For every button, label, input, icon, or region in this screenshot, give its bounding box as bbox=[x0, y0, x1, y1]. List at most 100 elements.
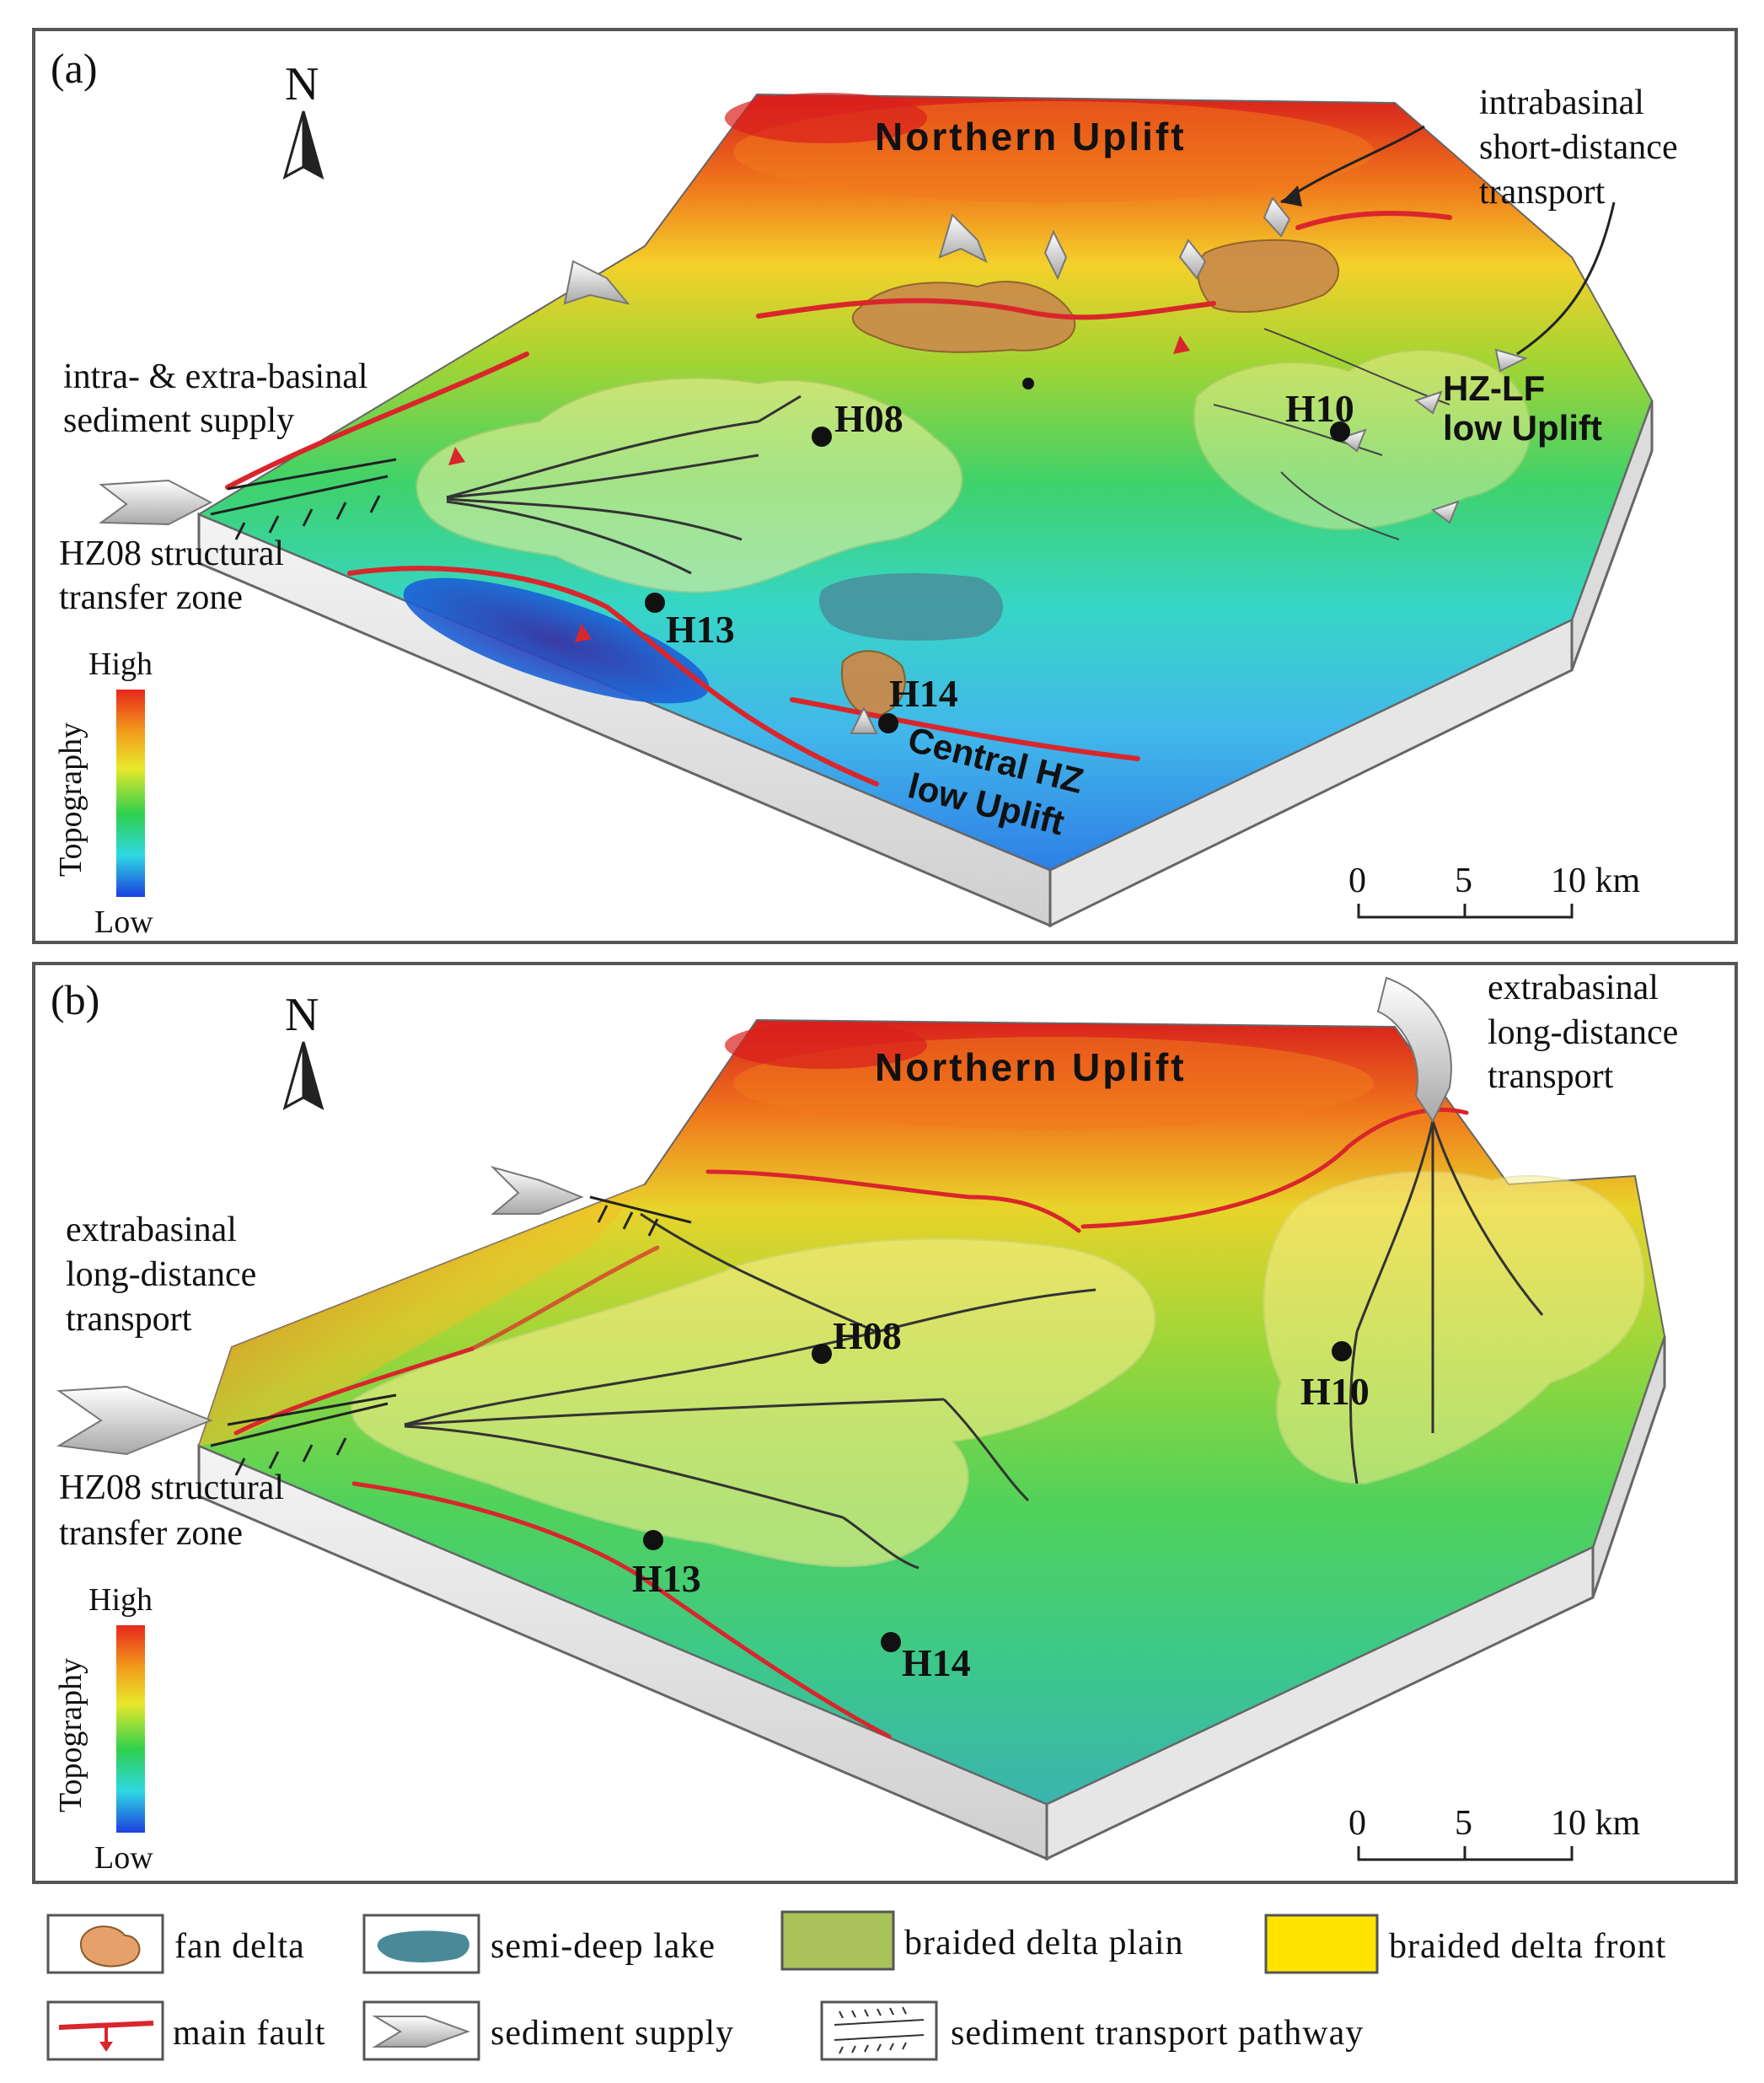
fan-delta-ne-a bbox=[1197, 239, 1340, 313]
west-highland-b bbox=[199, 1184, 645, 1446]
legend-swatch-fan-delta bbox=[79, 1925, 141, 1968]
scale-line-b bbox=[1357, 1846, 1574, 1861]
well-label-h13-b: H13 bbox=[632, 1557, 701, 1600]
ne-note-line3: transport bbox=[1488, 1057, 1614, 1096]
west-note-line1: extrabasinal bbox=[66, 1211, 237, 1249]
scale-0-b: 0 bbox=[1348, 1804, 1366, 1843]
panel-b: H08 H10 H13 H14 (b) N Northern Uplift ex… bbox=[32, 962, 1738, 1884]
topo-title-b: Topography bbox=[53, 1658, 88, 1812]
scale-bar-b: 0 5 10 km bbox=[1348, 1804, 1641, 1861]
transport-pathway-a bbox=[210, 458, 397, 540]
channels-a bbox=[446, 395, 802, 575]
uplift-peak-b bbox=[725, 1022, 927, 1069]
topo-bar-b bbox=[116, 1625, 145, 1833]
well-h13-b bbox=[643, 1530, 663, 1550]
legend: fan delta semi-deep lake braided delta p… bbox=[46, 1910, 1666, 2061]
well-label-h14-b: H14 bbox=[902, 1641, 971, 1684]
leader-lines-a bbox=[1280, 125, 1616, 356]
topography-colorbar-a: High Low Topography bbox=[53, 647, 153, 940]
fan-delta-north-a bbox=[851, 281, 1076, 353]
topo-low-a: Low bbox=[94, 905, 153, 940]
west-note-line2: long-distance bbox=[66, 1255, 256, 1294]
legend-swatch-main-fault-arrow bbox=[99, 2042, 113, 2052]
well-h10-a bbox=[1330, 421, 1350, 442]
well-label-h10-a: H10 bbox=[1285, 387, 1354, 430]
scale-line-a bbox=[1357, 904, 1574, 919]
well-h08-b bbox=[812, 1344, 832, 1364]
transfer-zone-a-line2: transfer zone bbox=[59, 578, 243, 617]
scale-10-a: 10 km bbox=[1551, 862, 1641, 900]
panel-a: H08 H10 H13 H14 (a) N Northern Uplift in… bbox=[32, 28, 1738, 944]
well-label-h13-a: H13 bbox=[666, 608, 735, 651]
legend-label-transport-pathway: sediment transport pathway bbox=[951, 2014, 1364, 2053]
north-letter-b: N bbox=[285, 989, 319, 1041]
legend-label-main-fault: main fault bbox=[173, 2014, 325, 2053]
braided-delta-front-h08-b bbox=[351, 1237, 1156, 1568]
topo-high-a: High bbox=[88, 647, 153, 682]
leader-arrowhead-a bbox=[1281, 185, 1302, 207]
braided-delta-front-h10-b bbox=[1263, 1171, 1646, 1485]
scale-5-a: 5 bbox=[1455, 862, 1472, 900]
north-arrow-a: N bbox=[282, 58, 324, 180]
well-label-h08-b: H08 bbox=[833, 1314, 902, 1357]
transport-pathway-b bbox=[210, 1195, 692, 1476]
intrabasinal-note-line2: short-distance bbox=[1479, 128, 1678, 167]
ne-note-line2: long-distance bbox=[1488, 1013, 1678, 1052]
transfer-zone-a-line1: HZ08 structural bbox=[59, 534, 284, 573]
topo-title-a: Topography bbox=[53, 722, 88, 877]
uplift-peak-a bbox=[725, 93, 927, 143]
main-faults-a bbox=[225, 211, 1452, 786]
panel-a-frame bbox=[32, 28, 1738, 944]
semi-deep-lake-a bbox=[819, 573, 1003, 641]
well-h14-a bbox=[878, 713, 898, 733]
supply-note-line2: sediment supply bbox=[63, 401, 294, 440]
panel-label-b: (b) bbox=[51, 976, 99, 1023]
transfer-zone-b-line2: transfer zone bbox=[59, 1514, 243, 1553]
channels-h10-a bbox=[1213, 328, 1450, 540]
north-arrow-left-b bbox=[282, 1041, 305, 1111]
deep-trough-a bbox=[403, 577, 710, 704]
north-arrow-right-b bbox=[302, 1041, 324, 1111]
legend-label-braided-delta-front: braided delta front bbox=[1389, 1927, 1666, 1966]
ne-note-line1: extrabasinal bbox=[1488, 969, 1659, 1007]
well-h08-a bbox=[812, 427, 832, 447]
north-arrow-right-a bbox=[302, 110, 324, 180]
legend-label-sediment-supply: sediment supply bbox=[491, 2014, 734, 2053]
topo-bar-a bbox=[116, 690, 145, 897]
main-faults-b bbox=[233, 1107, 1469, 1739]
north-arrow-b: N bbox=[282, 989, 324, 1111]
legend-swatch-transport-pathway bbox=[834, 2006, 925, 2054]
scale-bar-a: 0 5 10 km bbox=[1348, 862, 1641, 919]
northern-uplift-label-a: Northern Uplift bbox=[875, 115, 1187, 158]
transfer-zone-b-line1: HZ08 structural bbox=[59, 1468, 284, 1507]
sediment-supply-arrows-b bbox=[56, 976, 1452, 1456]
scale-10-b: 10 km bbox=[1551, 1804, 1641, 1843]
north-arrow-left-a bbox=[282, 110, 305, 180]
well-label-h14-a: H14 bbox=[889, 672, 958, 715]
spot-a bbox=[1022, 378, 1034, 389]
fault-ticks-a bbox=[448, 336, 1190, 642]
legend-label-fan-delta: fan delta bbox=[174, 1927, 305, 1966]
legend-label-semi-deep-lake: semi-deep lake bbox=[491, 1927, 716, 1966]
wells-a bbox=[645, 378, 1350, 733]
legend-swatch-braided-delta-front bbox=[1264, 1914, 1379, 1974]
hz-lf-line2: low Uplift bbox=[1443, 408, 1602, 448]
wells-b bbox=[643, 1341, 1352, 1652]
topography-colorbar-b: High Low Topography bbox=[53, 1582, 153, 1876]
legend-swatch-sediment-supply bbox=[372, 2016, 470, 2048]
northern-uplift-label-b: Northern Uplift bbox=[875, 1045, 1187, 1089]
topo-low-b: Low bbox=[94, 1840, 153, 1876]
intrabasinal-note-line1: intrabasinal bbox=[1479, 83, 1644, 122]
north-letter-a: N bbox=[285, 58, 319, 110]
topo-high-b: High bbox=[88, 1582, 153, 1618]
legend-swatch-braided-delta-plain bbox=[780, 1910, 895, 1971]
well-h10-b bbox=[1332, 1341, 1352, 1361]
panel-b-frame bbox=[32, 962, 1738, 1884]
scale-5-b: 5 bbox=[1455, 1804, 1472, 1843]
fan-delta-h14-a bbox=[841, 650, 906, 718]
well-h14-b bbox=[881, 1632, 901, 1652]
scale-0-a: 0 bbox=[1348, 862, 1366, 900]
well-h13-a bbox=[645, 593, 665, 613]
well-label-h08-a: H08 bbox=[834, 397, 903, 440]
